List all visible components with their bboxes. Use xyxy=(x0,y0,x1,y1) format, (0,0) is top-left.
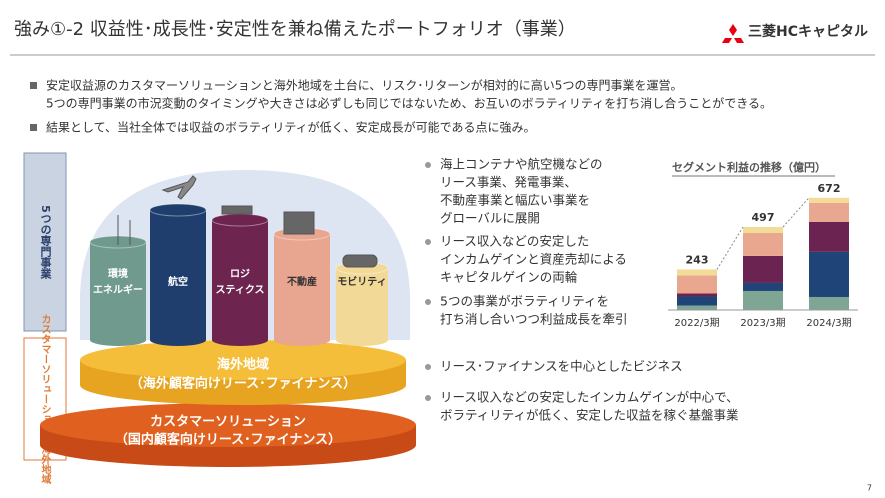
overseas-label: （海外顧客向けリース･ファイナンス） xyxy=(130,376,356,392)
point-bullet xyxy=(425,162,431,168)
bar-segment xyxy=(809,221,849,252)
bar-segment xyxy=(809,197,849,203)
segment-label: 航空 xyxy=(168,275,188,288)
customer-label: カスタマーソリューション xyxy=(150,415,306,430)
bar-segment xyxy=(677,275,717,294)
logo: 三菱HCキャピタル xyxy=(722,23,868,43)
segment-label: ロジ xyxy=(230,268,250,280)
connector xyxy=(716,226,744,270)
point-text: インカムゲインと資産売却による xyxy=(440,252,627,267)
bar-segment xyxy=(677,293,717,297)
bullet-text: 5つの専門事業の市況変動のタイミングや大きさは必ずしも同じではないため、お互いの… xyxy=(46,96,772,111)
x-tick-label: 2023/3期 xyxy=(740,317,785,329)
segment-cylinder xyxy=(90,242,146,346)
bar-segment xyxy=(743,282,783,291)
cylinder-top xyxy=(211,213,269,227)
segment-label: スティクス xyxy=(215,284,264,296)
bullet-text: 安定収益源のカスタマーソリューションと海外地域を土台に、リスク･リターンが相対的… xyxy=(46,78,682,93)
segment-cylinder xyxy=(336,268,388,346)
x-tick-label: 2022/3期 xyxy=(674,317,719,329)
point-text: 海上コンテナや航空機などの xyxy=(440,157,603,172)
total-label: 243 xyxy=(686,253,709,266)
point-bullet xyxy=(425,299,431,305)
point-text: ボラティリティが低く、安定した収益を稼ぐ基盤事業 xyxy=(440,408,739,423)
bullet xyxy=(30,82,37,89)
overseas-label: 海外地域 xyxy=(217,357,269,373)
point-text: リース･ファイナンスを中心としたビジネス xyxy=(440,359,683,374)
bar-segment xyxy=(677,296,717,306)
segment-label: モビリティ xyxy=(337,275,386,288)
side-label: 5つの専門事業 xyxy=(39,205,53,279)
logo-text: 三菱HCキャピタル xyxy=(748,23,868,40)
point-text: キャピタルゲインの両輪 xyxy=(440,270,578,285)
point-text: リース事業、発電事業、 xyxy=(440,175,577,190)
page-number: 7 xyxy=(867,484,872,493)
side-box xyxy=(23,152,67,332)
overseas-disc xyxy=(80,340,406,405)
point-bullet xyxy=(425,239,431,245)
segment-cylinder xyxy=(212,220,268,346)
bar-segment xyxy=(743,227,783,234)
bar-segment xyxy=(743,233,783,256)
point-bullet xyxy=(425,364,431,370)
segment-label: エネルギー xyxy=(93,283,143,296)
customer-disc xyxy=(40,403,416,467)
bar-segment xyxy=(809,202,849,222)
segment-cylinder xyxy=(150,210,206,346)
chart-title: セグメント利益の推移（億円） xyxy=(672,160,826,174)
bar-segment xyxy=(809,296,849,310)
bullet xyxy=(30,124,37,131)
cylinder-top xyxy=(149,203,207,217)
point-text: 5つの事業がボラティリティを xyxy=(440,294,609,309)
point-text: リース収入などの安定したインカムゲインが中心で、 xyxy=(440,390,739,405)
segment-cylinder xyxy=(274,234,330,346)
bar-segment xyxy=(677,305,717,310)
segment-label: 環境 xyxy=(108,267,128,280)
total-label: 497 xyxy=(752,211,775,224)
bar-segment xyxy=(809,251,849,297)
point-text: 打ち消し合いつつ利益成長を牽引 xyxy=(440,312,628,327)
icons xyxy=(117,175,378,268)
connector xyxy=(782,197,810,228)
customer-label: （国内顧客向けリース･ファイナンス） xyxy=(115,432,341,448)
bar-segment xyxy=(743,290,783,310)
x-tick-label: 2024/3期 xyxy=(806,317,851,329)
bar-segment xyxy=(743,255,783,283)
point-text: 不動産事業と幅広い事業を xyxy=(440,193,590,208)
bar-segment xyxy=(677,269,717,276)
bullet-text: 結果として、当社全体では収益のボラティリティが低く、安定成長が可能である点に強み… xyxy=(46,120,535,135)
title: 強み①-2 収益性･成長性･安定性を兼ね備えたポートフォリオ（事業） xyxy=(14,19,576,40)
point-text: グローバルに展開 xyxy=(440,211,540,226)
point-bullet xyxy=(425,395,431,401)
segment-label: 不動産 xyxy=(287,275,317,288)
point-text: リース収入などの安定した xyxy=(440,234,589,249)
total-label: 672 xyxy=(818,182,841,195)
